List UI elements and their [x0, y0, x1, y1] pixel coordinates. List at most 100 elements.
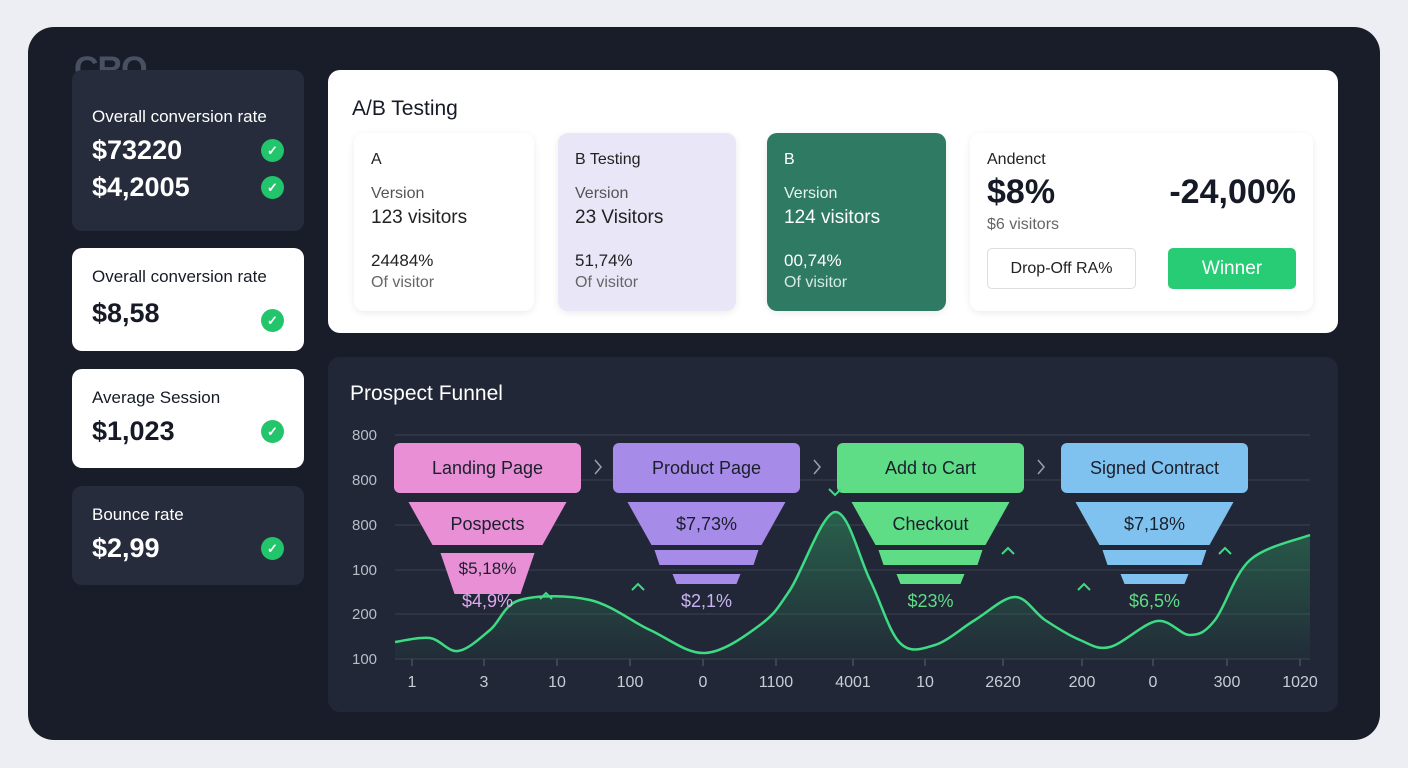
variant-of: Of visitor: [784, 274, 848, 291]
winner-button[interactable]: Winner: [1168, 248, 1296, 289]
funnel-stage-mid: [878, 550, 983, 565]
kpi-value: $73220: [92, 135, 183, 165]
funnel-stage-top: [408, 502, 567, 545]
funnel-stage-mid: [1102, 550, 1207, 565]
variant-pct: 00,74%: [784, 251, 842, 270]
variant-visitors: 123 visitors: [371, 207, 468, 228]
funnel-stage-top: [627, 502, 786, 545]
summary-value: $8%: [987, 173, 1056, 211]
stage-box: [1061, 443, 1248, 493]
panel-title: Prospect Funnel: [350, 382, 503, 405]
y-tick-label: 100: [352, 562, 377, 579]
kpi-card-bounce-rate[interactable]: Bounce rate $2,99 ✓: [72, 486, 304, 585]
kpi-card-overall-conversion-2[interactable]: Overall conversion rate $8,58 ✓: [72, 248, 304, 351]
funnel-stage-bottom: [896, 574, 965, 584]
y-tick-label: 800: [352, 472, 377, 489]
kpi-card-overall-conversion[interactable]: Overall conversion rate $73220 ✓ $4,2005 ✓: [72, 70, 304, 231]
chevron-right-icon: [594, 459, 602, 475]
funnel-stage-bottom: [672, 574, 741, 584]
funnel-sub-label: $7,18%: [1124, 514, 1185, 534]
summary-title: Andenct: [987, 151, 1046, 168]
variant-pct: 24484%: [371, 251, 434, 270]
summary-visitors: $6 visitors: [987, 216, 1060, 233]
funnel-sub-label: Pospects: [450, 514, 524, 534]
variant-pct: 51,74%: [575, 251, 633, 270]
summary-change: -24,00%: [1169, 173, 1296, 211]
funnel-stage-bottom: [1120, 574, 1189, 584]
kpi-value: $2,99: [92, 533, 160, 563]
funnel-sub-label: Checkout: [892, 514, 968, 534]
x-tick-label: 2620: [985, 674, 1021, 691]
kpi-label: Overall conversion rate: [92, 107, 267, 126]
variant-visitors: 124 visitors: [784, 207, 881, 228]
stage-percent: $4,9%: [462, 591, 513, 611]
check-icon: ✓: [261, 420, 284, 443]
chevron-right-icon: [1037, 459, 1045, 475]
variant-card-a[interactable]: A Version 123 visitors 24484% Of visitor: [354, 133, 534, 311]
drop-off-button[interactable]: Drop-Off RA%: [987, 248, 1136, 289]
check-icon: ✓: [261, 537, 284, 560]
y-tick-label: 800: [352, 427, 377, 444]
ab-testing-panel: A/B Testing A Version 123 visitors 24484…: [328, 70, 1338, 333]
x-tick-label: 1: [408, 674, 417, 691]
caret-up-icon: [631, 582, 645, 591]
y-tick-label: 800: [352, 517, 377, 534]
variant-card-b[interactable]: B Version 124 visitors 00,74% Of visitor: [767, 133, 946, 311]
caret-up-icon: [1001, 546, 1015, 555]
x-tick-label: 0: [699, 674, 708, 691]
stage-label: Product Page: [652, 458, 761, 478]
chevron-right-icon: [813, 459, 821, 475]
variant-of: Of visitor: [575, 274, 639, 291]
trend-line: [394, 510, 1311, 655]
funnel-stage-top: [1075, 502, 1234, 545]
kpi-value: $4,2005: [92, 172, 190, 202]
trend-area: [395, 511, 1310, 659]
kpi-label: Bounce rate: [92, 505, 184, 524]
stage-box: [837, 443, 1024, 493]
x-tick-label: 4001: [835, 674, 871, 691]
caret-up-icon: [1218, 546, 1232, 555]
x-tick-label: 10: [916, 674, 934, 691]
x-tick-label: 300: [1214, 674, 1241, 691]
funnel-sub2-label: $5,18%: [459, 559, 517, 578]
y-tick-label: 200: [352, 606, 377, 623]
funnel-stage-mid: [654, 550, 759, 565]
variant-visitors: 23 Visitors: [575, 207, 664, 228]
check-icon: ✓: [261, 139, 284, 162]
summary-card: Andenct $8% -24,00% $6 visitors Drop-Off…: [970, 133, 1313, 311]
x-tick-label: 200: [1069, 674, 1096, 691]
stage-box: [394, 443, 581, 493]
variant-title: A: [371, 151, 382, 168]
variant-of: Of visitor: [371, 274, 435, 291]
check-icon: ✓: [261, 309, 284, 332]
variant-version: Version: [371, 185, 425, 202]
x-tick-label: 0: [1149, 674, 1158, 691]
variant-version: Version: [575, 185, 629, 202]
funnel-stage-top: [851, 502, 1010, 545]
x-tick-label: 1020: [1282, 674, 1318, 691]
stage-box: [613, 443, 800, 493]
funnel-stage-mid: [440, 553, 535, 594]
variant-title: B: [784, 151, 795, 168]
x-tick-label: 1100: [759, 674, 794, 691]
stage-percent: $2,1%: [681, 591, 732, 611]
variant-card-b-testing[interactable]: B Testing Version 23 Visitors 51,74% Of …: [558, 133, 736, 311]
stage-percent: $6,5%: [1129, 591, 1180, 611]
stage-label: Landing Page: [432, 458, 543, 478]
caret-up-icon: [539, 591, 553, 600]
x-tick-label: 100: [617, 674, 644, 691]
x-tick-label: 10: [548, 674, 566, 691]
funnel-sub-label: $7,73%: [676, 514, 737, 534]
variant-title: B Testing: [575, 151, 641, 168]
stage-label: Signed Contract: [1090, 458, 1219, 478]
panel-title: A/B Testing: [352, 97, 458, 120]
variant-version: Version: [784, 185, 838, 202]
stage-label: Add to Cart: [885, 458, 976, 478]
kpi-label: Average Session: [92, 388, 221, 407]
x-tick-label: 3: [480, 674, 489, 691]
caret-down-icon: [828, 488, 842, 497]
kpi-card-average-session[interactable]: Average Session $1,023 ✓: [72, 369, 304, 468]
prospect-funnel-panel: Prospect Funnel 800 800 800 100 200 100 1 3 10 10…: [328, 357, 1338, 712]
kpi-label: Overall conversion rate: [92, 267, 267, 286]
y-tick-label: 100: [352, 651, 377, 668]
